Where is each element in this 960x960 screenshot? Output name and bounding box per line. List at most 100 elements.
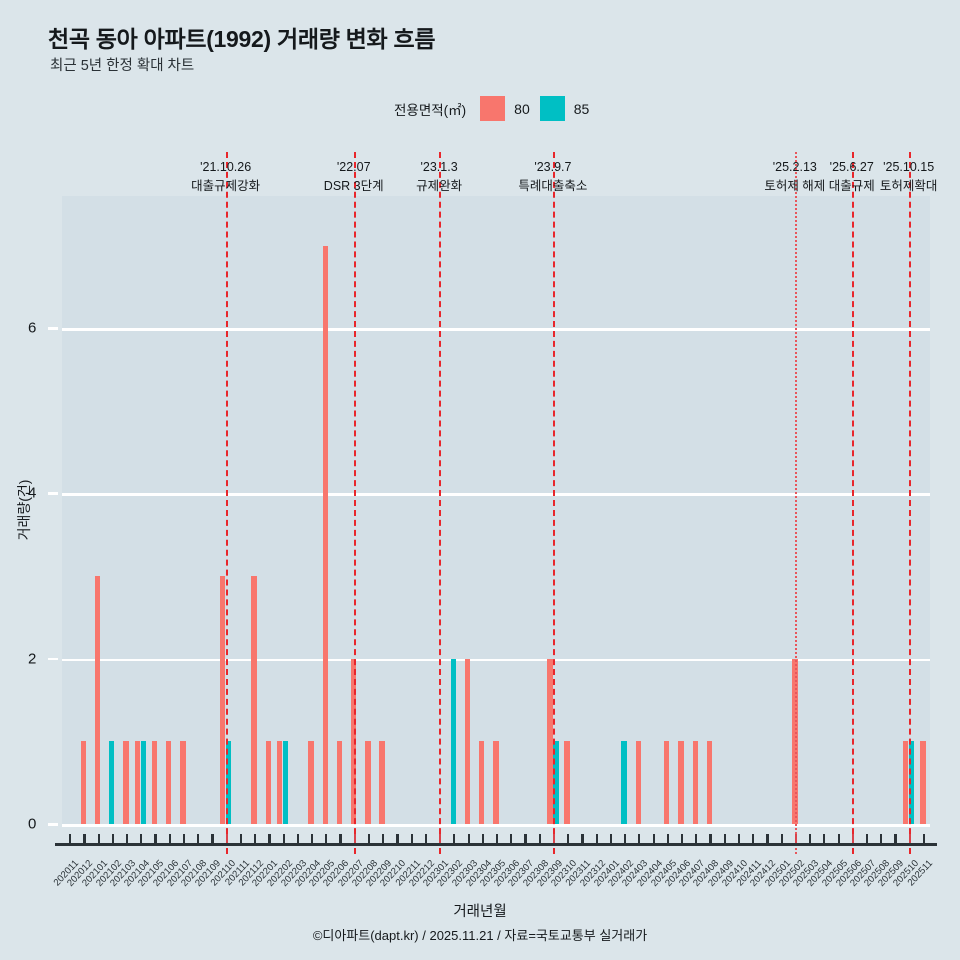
plot-area: '21.10.26 대출규제강화 '22.07 DSR 3단계 '23.1.3 규제완화 '… xyxy=(62,152,937,854)
x-tick-mark xyxy=(538,834,541,843)
bar-80-202207[interactable] xyxy=(351,658,357,824)
x-tick-mark xyxy=(794,834,797,843)
bar-80-202110[interactable] xyxy=(219,576,226,824)
bar-80-202502[interactable] xyxy=(792,658,798,824)
x-tick-mark xyxy=(367,834,371,843)
bar-80-202406[interactable] xyxy=(678,741,684,824)
legend-item-85[interactable]: 85 xyxy=(539,96,589,121)
x-tick-mark xyxy=(638,834,641,843)
x-tick-mark xyxy=(311,834,314,843)
bar-80-202112[interactable] xyxy=(251,576,257,824)
legend-swatch-85 xyxy=(539,96,565,121)
bar-80-202408[interactable] xyxy=(706,741,713,824)
bar-85-202110[interactable] xyxy=(225,741,232,824)
event-line-202506 xyxy=(851,152,854,854)
event-line-202110 xyxy=(225,152,228,854)
x-axis-line xyxy=(55,843,937,846)
x-tick-mark xyxy=(353,834,356,843)
bar-80-202309[interactable] xyxy=(547,658,553,824)
bar-85-202402[interactable] xyxy=(621,741,627,824)
bar-80-202310[interactable] xyxy=(564,741,570,824)
x-tick-mark xyxy=(382,834,385,843)
x-tick-mark xyxy=(69,834,72,843)
x-tick-mark xyxy=(325,834,328,843)
x-tick-mark xyxy=(182,834,186,843)
x-tick-mark xyxy=(595,834,598,843)
bar-80-202303[interactable] xyxy=(464,658,471,824)
gridline xyxy=(62,328,930,331)
chart-legend: 전용면적(㎡) 80 85 xyxy=(394,96,589,121)
bar-85-202104[interactable] xyxy=(140,741,146,824)
bar-80-202511[interactable] xyxy=(920,741,926,824)
bar-80-202405[interactable] xyxy=(664,741,670,824)
x-tick-mark xyxy=(396,834,399,843)
bar-80-202205[interactable] xyxy=(322,245,328,824)
bar-80-202403[interactable] xyxy=(635,741,641,824)
bar-85-202302[interactable] xyxy=(450,658,456,824)
x-tick-mark xyxy=(111,834,114,843)
x-tick-mark xyxy=(709,834,712,843)
x-tick-mark xyxy=(894,834,897,843)
x-tick-mark xyxy=(723,834,726,843)
x-tick-mark xyxy=(766,834,769,843)
x-tick-mark xyxy=(410,834,413,843)
legend-item-80[interactable]: 80 xyxy=(480,96,530,121)
page-title: 천곡 동아 아파트(1992) 거래량 변화 흐름 xyxy=(48,26,436,52)
y-tick-mark xyxy=(48,327,58,330)
bar-80-202103[interactable] xyxy=(123,741,129,824)
bar-80-202304[interactable] xyxy=(479,741,485,824)
x-tick-mark xyxy=(211,834,214,843)
y-tick-mark xyxy=(48,492,58,495)
x-tick-mark xyxy=(609,834,613,843)
bar-80-202201[interactable] xyxy=(265,741,272,824)
x-tick-mark xyxy=(496,834,499,843)
bar-85-202102[interactable] xyxy=(109,741,115,824)
bar-80-202407[interactable] xyxy=(692,741,698,824)
event-label-202510: '25.10.15 토허제확대 xyxy=(879,160,938,194)
x-tick-mark xyxy=(809,834,812,843)
bar-85-202309[interactable] xyxy=(553,741,559,824)
x-tick-mark xyxy=(680,834,684,843)
bar-85-202510[interactable] xyxy=(908,741,915,824)
event-label-202502: '25.2.13 토허제 해제 xyxy=(764,160,826,194)
bar-80-202101[interactable] xyxy=(94,576,101,824)
gridline xyxy=(62,658,930,662)
bar-80-202012[interactable] xyxy=(80,741,87,824)
x-tick-mark xyxy=(837,834,840,843)
bar-80-202209[interactable] xyxy=(379,741,385,824)
x-tick-mark xyxy=(126,834,129,843)
y-axis-title: 거래량(건) xyxy=(16,479,32,541)
x-tick-mark xyxy=(154,834,157,843)
x-tick-mark xyxy=(140,834,143,843)
x-tick-mark xyxy=(296,834,299,843)
bar-80-202208[interactable] xyxy=(365,741,371,824)
bar-80-202106[interactable] xyxy=(166,741,172,824)
x-tick-mark xyxy=(424,834,428,843)
bar-80-202107[interactable] xyxy=(180,741,186,824)
x-tick-mark xyxy=(168,834,171,843)
bar-80-202204[interactable] xyxy=(308,741,314,824)
x-tick-mark xyxy=(823,834,826,843)
y-tick-label: 6 xyxy=(28,319,37,337)
y-tick-label: 4 xyxy=(28,484,37,502)
bar-80-202305[interactable] xyxy=(493,741,499,824)
bar-80-202105[interactable] xyxy=(151,741,158,824)
x-tick-mark xyxy=(467,834,470,843)
bar-80-202510[interactable] xyxy=(902,741,909,824)
x-tick-mark xyxy=(83,834,86,843)
x-tick-mark xyxy=(752,834,755,843)
x-tick-mark xyxy=(524,834,527,843)
event-line-202502 xyxy=(794,152,797,854)
plot-background xyxy=(62,196,930,824)
legend-title: 전용면적(㎡) xyxy=(394,102,467,118)
x-tick-mark xyxy=(908,834,911,843)
bar-80-202104[interactable] xyxy=(134,741,140,824)
x-tick-mark xyxy=(624,834,627,843)
bar-85-202202[interactable] xyxy=(282,741,289,824)
x-tick-mark xyxy=(254,834,257,843)
x-tick-mark xyxy=(453,834,456,843)
bar-80-202202[interactable] xyxy=(276,741,283,824)
bar-80-202206[interactable] xyxy=(336,741,343,824)
legend-label-80: 80 xyxy=(514,100,530,117)
